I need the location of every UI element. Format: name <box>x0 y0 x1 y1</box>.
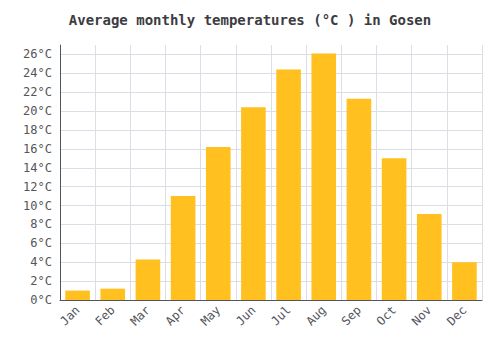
svg-text:Jan: Jan <box>57 303 82 328</box>
svg-text:14°C: 14°C <box>23 161 52 175</box>
svg-text:0°C: 0°C <box>30 293 52 307</box>
svg-text:4°C: 4°C <box>30 255 52 269</box>
svg-text:20°C: 20°C <box>23 104 52 118</box>
svg-text:18°C: 18°C <box>23 123 52 137</box>
svg-text:16°C: 16°C <box>23 142 52 156</box>
svg-text:6°C: 6°C <box>30 236 52 250</box>
svg-text:22°C: 22°C <box>23 85 52 99</box>
svg-text:8°C: 8°C <box>30 217 52 231</box>
svg-text:Feb: Feb <box>92 303 117 328</box>
svg-text:Mar: Mar <box>128 303 153 328</box>
svg-text:2°C: 2°C <box>30 274 52 288</box>
svg-text:Oct: Oct <box>374 303 399 328</box>
svg-text:Jun: Jun <box>233 303 258 328</box>
svg-text:12°C: 12°C <box>23 180 52 194</box>
svg-text:May: May <box>198 303 223 328</box>
svg-text:26°C: 26°C <box>23 47 52 61</box>
svg-text:24°C: 24°C <box>23 66 52 80</box>
svg-text:Jul: Jul <box>268 303 293 328</box>
svg-text:Average monthly temperatures (: Average monthly temperatures (°C ) in Go… <box>69 12 431 28</box>
svg-text:Nov: Nov <box>409 303 434 328</box>
svg-text:10°C: 10°C <box>23 199 52 213</box>
svg-text:Sep: Sep <box>339 303 364 328</box>
svg-text:Dec: Dec <box>444 303 469 328</box>
svg-text:Apr: Apr <box>163 303 188 328</box>
svg-text:Aug: Aug <box>303 303 328 328</box>
